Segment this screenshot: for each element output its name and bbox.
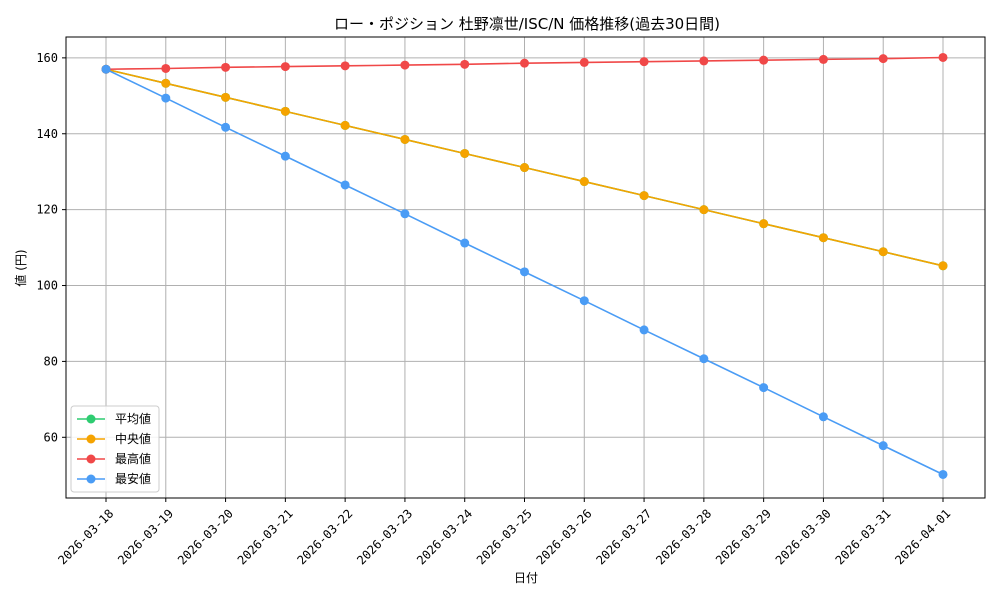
x-tick-label: 2026-03-19 [115,506,176,567]
data-point [161,63,171,73]
data-point [340,120,350,130]
data-point [878,441,888,451]
data-point [400,134,410,144]
legend-marker [86,474,96,484]
data-point [280,106,290,116]
legend-label: 最高値 [115,451,151,466]
data-point [759,55,769,65]
x-tick-label: 2026-03-26 [534,506,595,567]
data-point [460,148,470,158]
data-point [340,61,350,71]
x-axis-label: 日付 [514,571,538,585]
series-2 [101,52,948,74]
data-point [520,267,529,277]
y-tick-label: 60 [44,430,58,444]
data-point [400,60,410,70]
x-tick-label: 2026-04-01 [892,506,953,567]
data-point [639,191,649,201]
y-axis-label: 値 (円) [13,249,28,286]
series-1 [101,64,948,271]
x-tick-label: 2026-03-29 [713,506,774,567]
legend-label: 平均値 [115,411,151,426]
axis-ticks: 2026-03-182026-03-192026-03-202026-03-21… [36,51,953,568]
y-tick-label: 160 [36,51,58,65]
data-point [699,354,709,364]
data-point [579,177,589,187]
data-point [520,58,529,68]
data-point [460,59,470,69]
data-point [579,296,589,306]
data-point [340,180,350,190]
data-point [221,92,231,102]
x-tick-label: 2026-03-25 [474,506,535,567]
data-point [101,64,111,74]
x-tick-label: 2026-03-24 [414,506,475,567]
legend-label: 中央値 [115,431,151,446]
data-point [699,56,709,66]
series-3 [101,64,948,479]
legend-marker [86,414,96,424]
series-group [101,52,948,479]
data-point [520,163,529,173]
x-tick-label: 2026-03-27 [593,506,654,567]
x-tick-label: 2026-03-23 [354,506,415,567]
data-point [221,62,231,72]
data-point [639,325,649,335]
data-point [579,57,589,67]
data-point [639,57,649,67]
data-point [759,219,769,229]
legend-label: 最安値 [115,471,151,486]
data-point [938,261,948,271]
y-tick-label: 140 [36,127,58,141]
data-point [280,62,290,72]
x-tick-label: 2026-03-31 [833,506,894,567]
x-tick-label: 2026-03-30 [773,506,834,567]
x-tick-label: 2026-03-21 [235,506,296,567]
y-tick-label: 120 [36,203,58,217]
plot-frame [65,36,986,499]
data-point [878,54,888,64]
x-tick-label: 2026-03-28 [653,506,714,567]
data-point [818,54,828,64]
data-point [221,122,231,132]
legend-marker [86,454,96,464]
data-point [400,209,410,219]
x-tick-label: 2026-03-22 [294,506,355,567]
data-point [280,151,290,161]
data-point [938,469,948,479]
data-point [938,52,948,62]
grid [66,37,985,498]
legend-marker [86,434,96,444]
x-tick-label: 2026-03-18 [55,506,116,567]
data-point [759,383,769,393]
data-point [161,78,171,88]
chart-title: ロー・ポジション 杜野凛世/ISC/N 価格推移(過去30日間) [334,15,720,33]
data-point [818,412,828,422]
data-point [878,247,888,257]
x-tick-label: 2026-03-20 [175,506,236,567]
data-point [460,238,470,248]
y-tick-label: 80 [44,354,58,368]
data-point [699,205,709,215]
data-point [818,233,828,243]
data-point [161,93,171,103]
y-tick-label: 100 [36,279,58,293]
legend-box [70,405,160,493]
